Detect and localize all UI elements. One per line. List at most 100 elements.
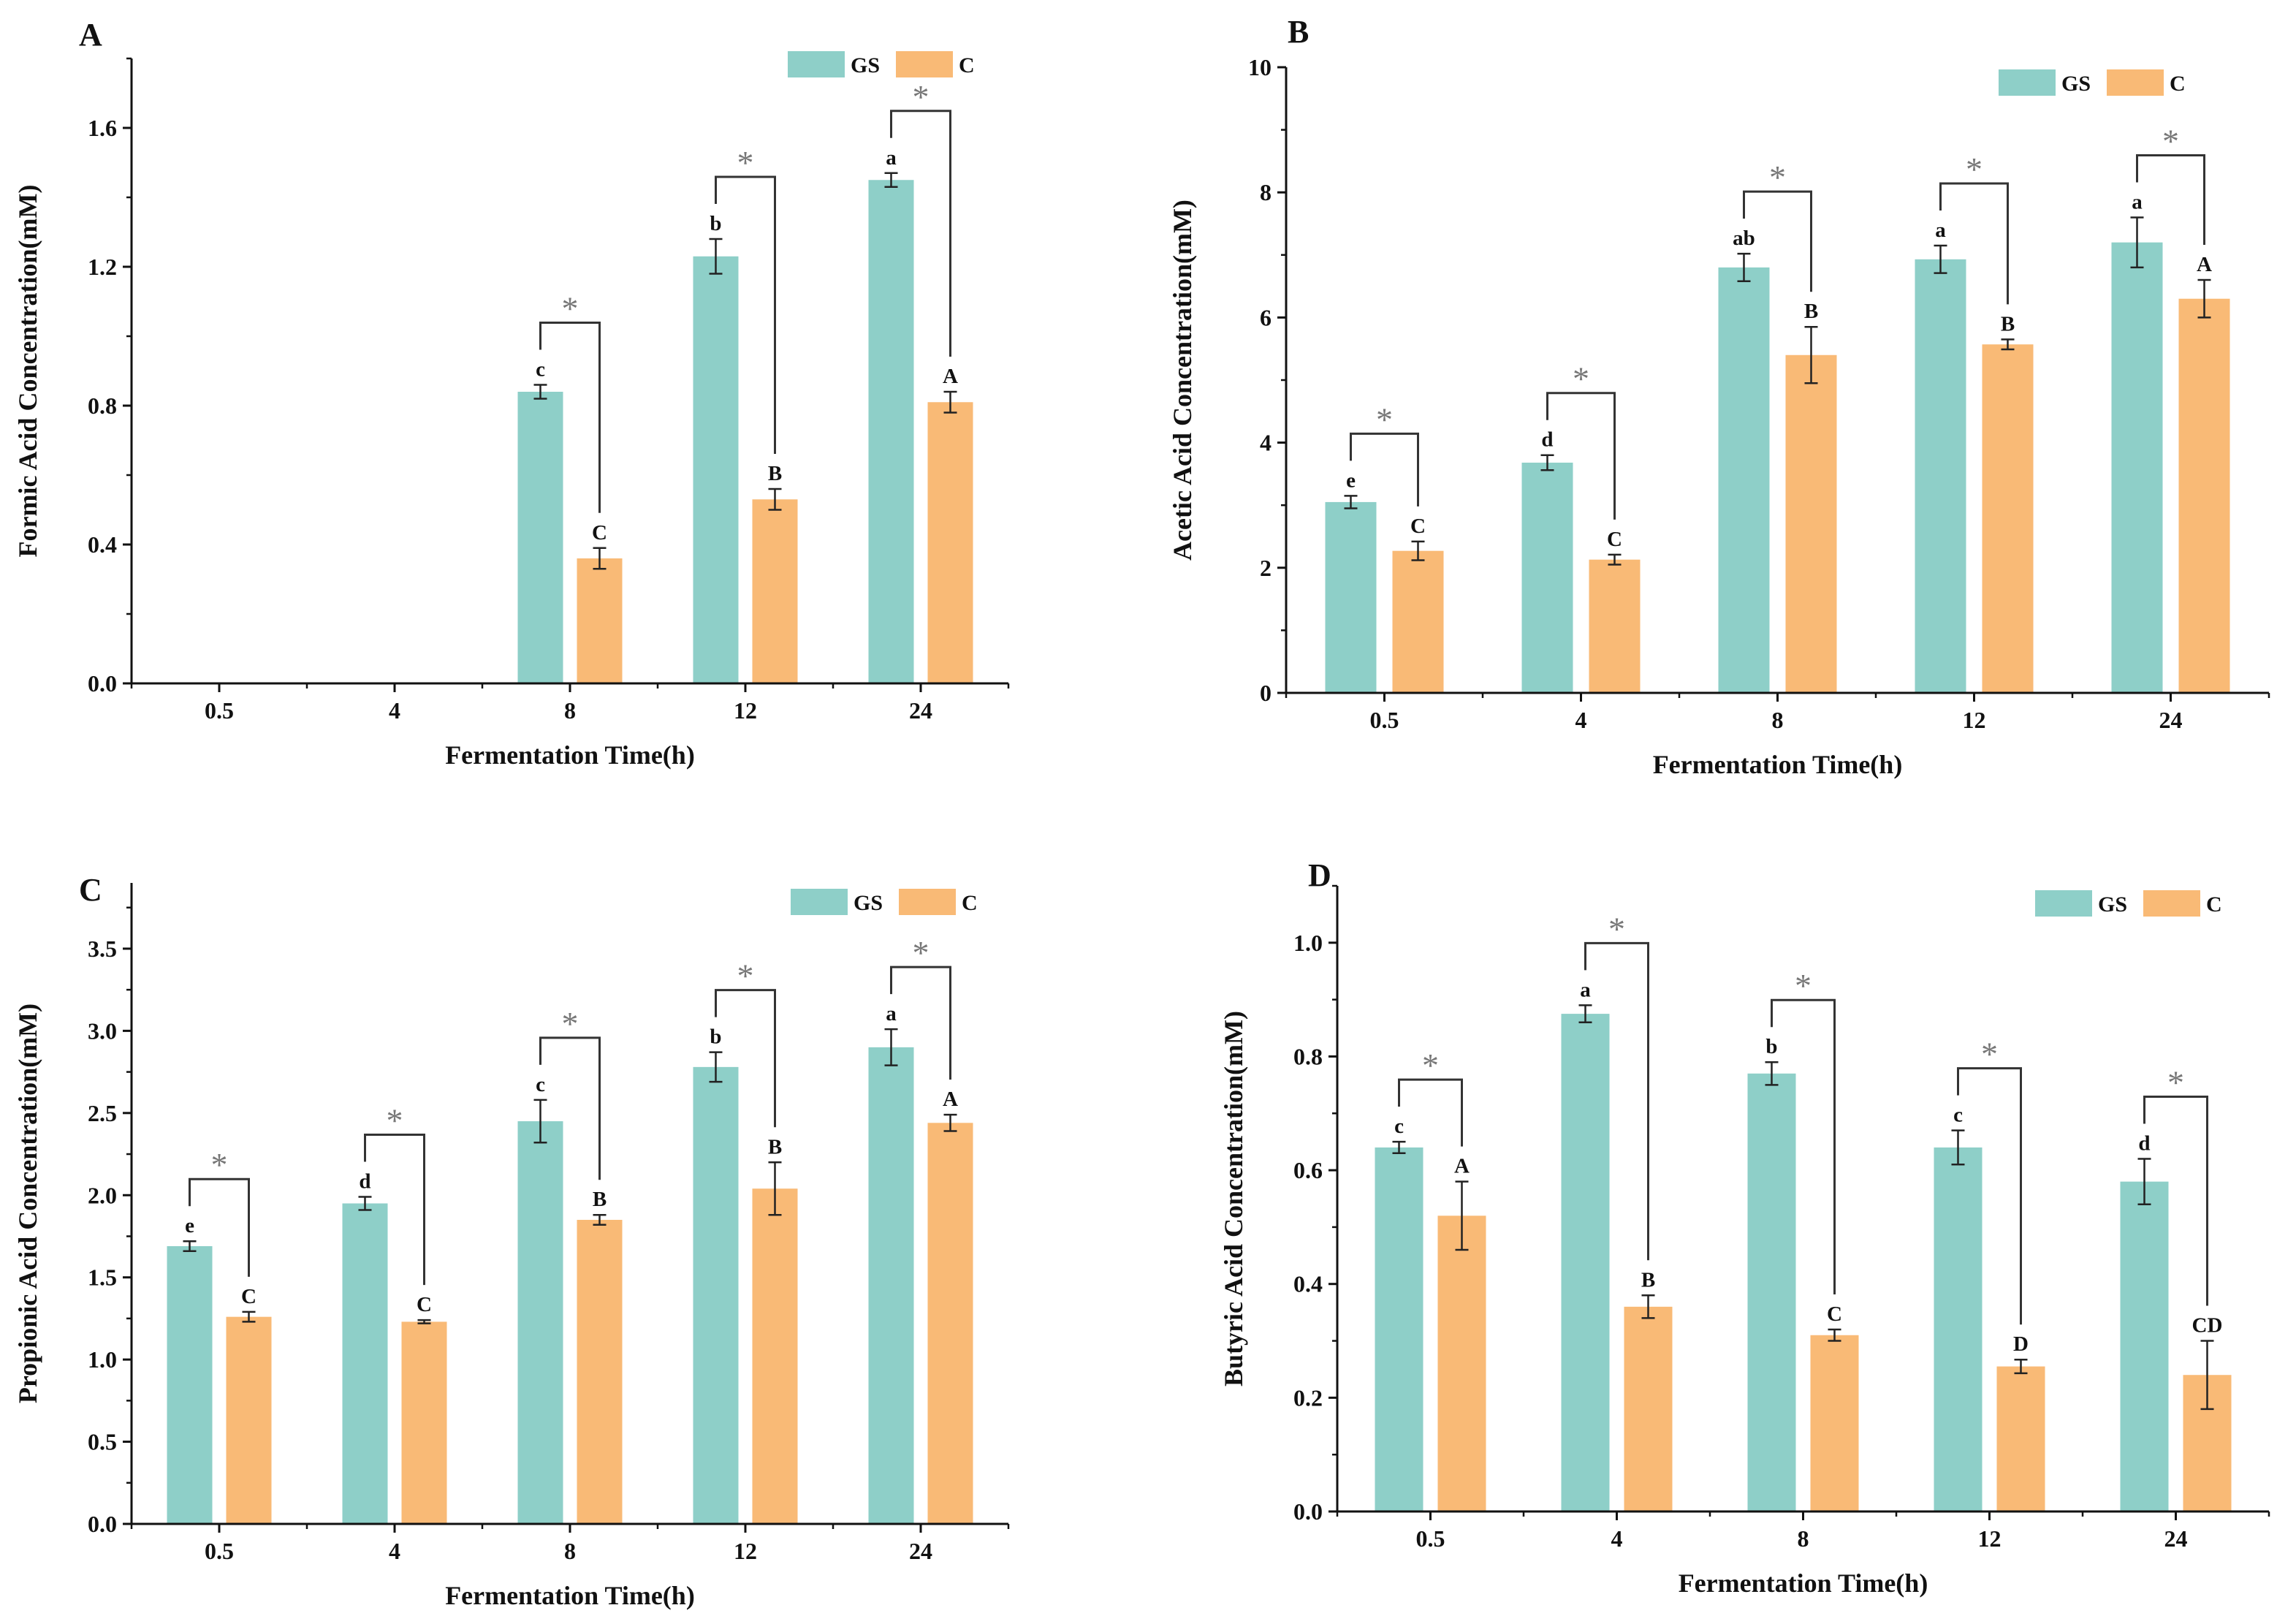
panel-c-x-axis-title: Fermentation Time(h): [445, 1581, 695, 1610]
panel-d-y-tick-label: 0.2: [1293, 1384, 1323, 1411]
panel-d-x-tick-label: 4: [1611, 1525, 1623, 1552]
panel-d-sig-letter-c-4: B: [1641, 1268, 1655, 1291]
panel-a-bar-c-24: [927, 402, 973, 683]
panel-c-sig-letter-gs-24: a: [886, 1002, 897, 1025]
panel-c-significance-star-0_5: *: [211, 1146, 228, 1183]
panel-a-sig-letter-gs-8: c: [536, 358, 545, 382]
panel-a-y-tick-label: 1.6: [88, 115, 117, 141]
panel-d-bar-c-12: [1996, 1366, 2045, 1511]
panel-c-propionic-acid-chart: Ce Cd Cc Bb Ba A * * * * * 0.0 0.5 1.0 1.5 2.0 2.5 3.0 3.5…: [13, 872, 1010, 1610]
panel-b-legend-label-c: C: [2170, 72, 2186, 96]
panel-d-butyric-acid-chart: Dc Aa Bb Cc Dd CD * * * * * 0.0 0.2 0.4 0.6 0.8 1.0 0.5 4 8…: [1219, 857, 2270, 1598]
panel-b-bar-gs-4: [1521, 462, 1573, 693]
panel-b-sig-letter-gs-24: a: [2132, 190, 2143, 213]
panel-b-x-axis-title: Fermentation Time(h): [1653, 750, 1903, 779]
panel-d-x-tick-label: 24: [2164, 1525, 2188, 1552]
panel-d-x-tick-label: 8: [1798, 1525, 1809, 1552]
panel-c-bar-c-0_5: [226, 1316, 272, 1524]
panel-d-significance-star-8: *: [1795, 967, 1812, 1004]
panel-b-significance-bracket-8: [1743, 190, 1812, 292]
panel-b-legend-swatch-gs: [1999, 69, 2056, 96]
panel-b-sig-letter-gs-4: d: [1541, 428, 1553, 452]
panel-a-sig-letter-gs-12: b: [710, 212, 721, 235]
panel-b-y-tick-label: 8: [1260, 179, 1271, 205]
panel-b-sig-letter-c-24: A: [2197, 253, 2212, 276]
panel-c-sig-letter-gs-0_5: e: [185, 1214, 194, 1237]
panel-c-significance-bracket-12: [715, 989, 776, 1128]
panel-c-significance-star-8: *: [562, 1005, 579, 1042]
panel-b-sig-letter-c-8: B: [1804, 300, 1818, 323]
panel-c-legend-swatch-c: [899, 889, 956, 915]
panel-b-y-tick-label: 4: [1260, 430, 1271, 456]
panel-b-sig-letter-c-12: B: [2001, 312, 2015, 335]
panel-a-y-axis-title: Formic Acid Concentration(mM): [13, 185, 42, 558]
panel-d-bar-c-4: [1624, 1306, 1673, 1511]
panel-b-significance-bracket-24: [2136, 153, 2205, 246]
panel-d-sig-letter-c-8: C: [1827, 1302, 1842, 1326]
panel-a-significance-bracket-8: [539, 322, 601, 513]
panel-d-significance-bracket-4: [1584, 941, 1649, 1261]
panel-a-bar-gs-24: [868, 180, 914, 683]
panel-c-y-tick-label: 2.5: [88, 1100, 117, 1126]
panel-d-y-tick-label: 0.0: [1293, 1498, 1323, 1525]
panel-d-sig-letter-gs-8: b: [1765, 1035, 1777, 1058]
panel-a-legend-swatch-c: [896, 51, 953, 77]
panel-b-sig-letter-gs-8: ab: [1733, 227, 1755, 250]
panel-b-sig-letter-c-0_5: C: [1410, 515, 1426, 538]
panel-d-sig-letter-gs-0_5: c: [1394, 1115, 1404, 1138]
panel-c-significance-bracket-0_5: [189, 1177, 250, 1277]
panel-b-y-tick-label: 2: [1260, 555, 1271, 581]
panel-a-bar-c-8: [577, 558, 623, 683]
panel-a-legend-swatch-gs: [788, 51, 845, 77]
panel-c-significance-star-4: *: [387, 1102, 403, 1139]
panel-c-x-tick-label: 12: [734, 1538, 757, 1564]
panel-d-sig-letter-gs-12: c: [1953, 1104, 1963, 1127]
panel-c-bar-gs-24: [868, 1047, 914, 1524]
panel-d-bar-gs-4: [1561, 1014, 1610, 1511]
panel-b-significance-bracket-12: [1939, 182, 2009, 305]
panel-d-letter: D: [1308, 857, 1331, 893]
panel-c-y-tick-label: 0.5: [88, 1429, 117, 1455]
panel-b-x-tick-label: 12: [1963, 707, 1986, 733]
panel-d-legend-label-c: C: [2206, 892, 2222, 917]
panel-a-sig-letter-c-8: C: [592, 521, 607, 545]
panel-b-sig-letter-c-4: C: [1607, 528, 1622, 551]
panel-b-bar-gs-8: [1718, 267, 1770, 693]
panel-a-significance-star-24: *: [913, 78, 930, 115]
panel-c-x-tick-label: 0.5: [205, 1538, 234, 1564]
panel-c-bar-c-24: [927, 1123, 973, 1524]
panel-a-bar-gs-8: [517, 392, 563, 683]
panel-a-y-tick-label: 0.8: [88, 392, 117, 419]
panel-d-significance-bracket-0_5: [1398, 1078, 1463, 1147]
panel-b-y-axis-title: Acetic Acid Concentration(mM): [1168, 200, 1197, 561]
panel-d-bar-gs-24: [2120, 1181, 2169, 1511]
panel-c-bar-gs-8: [517, 1121, 563, 1524]
panel-c-legend-swatch-gs: [791, 889, 848, 915]
panel-d-significance-star-24: *: [2167, 1064, 2184, 1101]
panel-b-x-tick-label: 0.5: [1370, 707, 1399, 733]
panel-d-significance-star-4: *: [1608, 910, 1625, 947]
panel-b-y-tick-label: 10: [1248, 54, 1271, 80]
panel-c-y-tick-label: 0.0: [88, 1511, 117, 1537]
panel-d-x-tick-label: 0.5: [1416, 1525, 1445, 1552]
panel-b-sig-letter-gs-0_5: e: [1346, 469, 1356, 492]
panel-d-bar-gs-0_5: [1375, 1147, 1423, 1511]
panel-c-y-tick-label: 1.0: [88, 1346, 117, 1373]
panel-c-sig-letter-c-12: B: [768, 1135, 782, 1158]
panel-d-sig-letter-c-0_5: A: [1454, 1155, 1470, 1178]
panel-c-sig-letter-gs-8: c: [536, 1073, 545, 1096]
panel-c-sig-letter-c-4: C: [417, 1293, 432, 1316]
panel-b-bar-gs-24: [2111, 242, 2163, 693]
panel-b-bar-c-24: [2178, 298, 2230, 694]
panel-a-sig-letter-c-12: B: [768, 462, 782, 485]
panel-c-sig-letter-c-0_5: C: [241, 1285, 256, 1308]
panel-c-bar-gs-0_5: [167, 1245, 213, 1524]
panel-c-legend-label-gs: GS: [854, 891, 883, 915]
panel-d-bar-c-8: [1810, 1335, 1859, 1511]
panel-d-y-tick-label: 0.6: [1293, 1157, 1323, 1183]
panel-c-legend-label-c: C: [962, 891, 978, 915]
panel-d-y-axis-title: Butyric Acid Concentration(mM): [1219, 1011, 1248, 1387]
panel-d-significance-star-12: *: [1981, 1036, 1998, 1073]
panel-b-bar-c-0_5: [1392, 550, 1444, 693]
panel-c-sig-letter-c-8: B: [593, 1188, 607, 1211]
